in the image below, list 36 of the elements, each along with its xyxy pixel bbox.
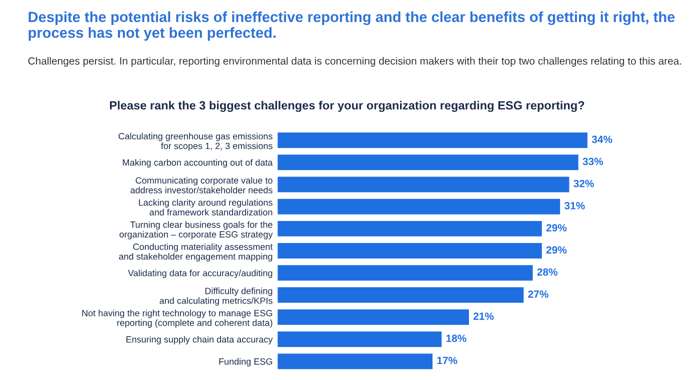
chart-title: Despite the potential risks of ineffective reporting and the clear benefits of getting it right, the process has not yet been perfected.: [28, 11, 675, 41]
y-tick-label: Calculating greenhouse gas emissions for scopes 1, 2, 3 emissions: [118, 132, 272, 151]
data-label: 34%: [592, 136, 612, 144]
bar: [278, 176, 570, 192]
y-tick-label: Validating data for accuracy/auditing: [128, 270, 272, 278]
bar: [278, 132, 588, 148]
bar: [278, 243, 542, 259]
bar: [278, 154, 578, 170]
bar: [278, 198, 560, 214]
data-label: 21%: [473, 312, 494, 320]
data-label: 29%: [546, 224, 567, 232]
bar: [278, 354, 433, 370]
bar: [278, 265, 533, 281]
data-label: 18%: [446, 334, 466, 342]
bar: [278, 220, 542, 236]
bar: [278, 332, 442, 347]
y-tick-label: Ensuring supply chain data accuracy: [126, 336, 273, 344]
y-tick-label: Funding ESG: [219, 358, 272, 366]
y-tick-label: Turning clear business goals for the organization – corporate ESG strategy: [120, 221, 273, 240]
chart-subtitle: Challenges persist. In particular, reporting environmental data is concerning decision makers with their top two challenges relating to this area.: [28, 57, 682, 67]
y-tick-label: Conducting materiality assessment and stakeholder engagement mapping: [119, 243, 273, 262]
data-label: 31%: [564, 202, 585, 210]
data-label: 27%: [528, 290, 548, 298]
y-tick-label: Lacking clarity around regulations and framework standardization: [139, 199, 272, 216]
data-label: 28%: [537, 268, 558, 276]
bar: [278, 309, 469, 325]
data-label: 33%: [582, 158, 604, 166]
bar: [278, 287, 524, 303]
data-label: 29%: [546, 246, 567, 254]
data-label: 32%: [574, 180, 594, 188]
text: Please rank the 3 biggest challenges for your organization regarding ESG reporting?: [110, 100, 584, 112]
y-tick-label: Communicating corporate value to address investor/stakeholder needs: [130, 176, 272, 194]
y-tick-label: Difficulty defining and calculating metrics/KPIs: [160, 288, 272, 306]
y-tick-label: Making carbon accounting out of data: [122, 159, 273, 168]
y-tick-label: Not having the right technology to manage ESG reporting (complete and coherent data): [82, 310, 272, 328]
data-label: 17%: [437, 356, 458, 364]
